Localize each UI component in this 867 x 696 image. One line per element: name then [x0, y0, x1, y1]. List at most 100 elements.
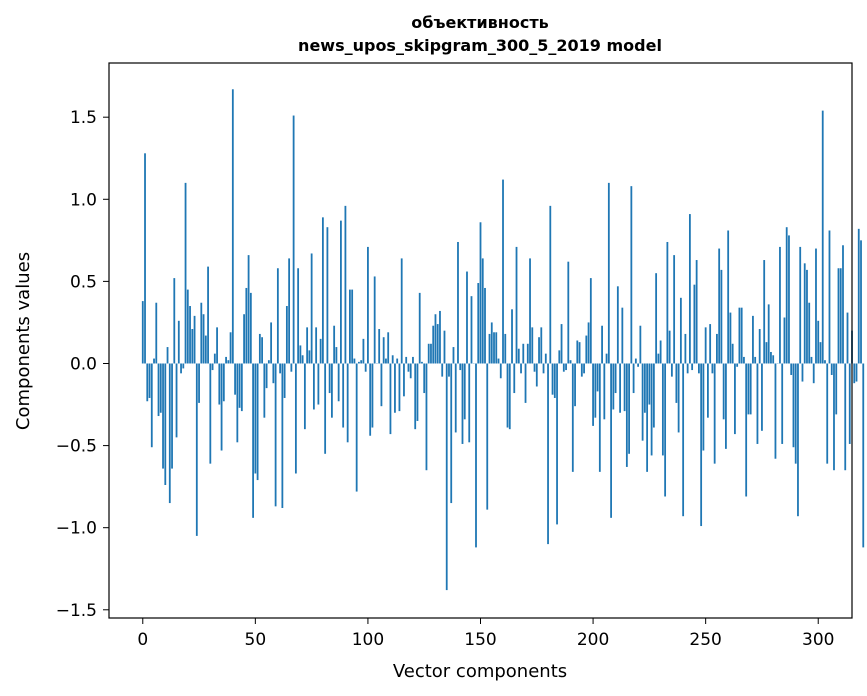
- bar: [281, 363, 284, 508]
- bar: [202, 314, 205, 364]
- bar: [711, 363, 714, 374]
- bar: [598, 363, 601, 472]
- bar: [272, 363, 275, 384]
- x-axis-ticks: 0 50 100 150 200 250 300: [137, 618, 834, 650]
- bar: [493, 332, 495, 364]
- bar: [693, 284, 696, 364]
- bar: [815, 248, 817, 364]
- bar: [756, 363, 759, 444]
- bar: [698, 363, 700, 374]
- bar: [596, 363, 599, 392]
- bar: [513, 363, 516, 394]
- bar: [691, 363, 694, 371]
- bar: [524, 363, 527, 403]
- bar: [252, 363, 254, 518]
- bar: [369, 363, 372, 436]
- bar: [526, 343, 529, 364]
- bar: [141, 301, 144, 364]
- bar: [616, 286, 619, 364]
- bar: [418, 292, 421, 364]
- bar: [423, 363, 426, 394]
- bar: [150, 363, 153, 448]
- bar: [249, 292, 252, 364]
- bar: [364, 363, 367, 372]
- bar: [603, 363, 606, 420]
- bar: [448, 363, 450, 377]
- bar: [373, 276, 376, 364]
- bar: [351, 289, 354, 364]
- bar: [562, 363, 565, 372]
- bar: [794, 363, 797, 464]
- bar: [391, 355, 394, 364]
- bar: [189, 306, 191, 364]
- x-tick-label: 0: [137, 630, 148, 650]
- bar: [267, 360, 270, 364]
- bar: [303, 363, 306, 430]
- bar: [686, 363, 689, 374]
- bar: [236, 363, 239, 443]
- bar: [198, 363, 200, 403]
- bar: [821, 110, 824, 364]
- bar: [612, 363, 615, 410]
- bar: [846, 312, 849, 364]
- bar: [153, 358, 155, 364]
- bar: [695, 260, 698, 364]
- bar: [450, 363, 453, 504]
- bar: [425, 363, 428, 471]
- bar: [668, 330, 671, 364]
- bar: [745, 363, 748, 497]
- bar: [484, 287, 486, 364]
- bar: [632, 363, 635, 394]
- bar: [227, 360, 230, 364]
- x-tick-label: 150: [464, 630, 496, 650]
- bar: [839, 268, 842, 364]
- bar: [394, 363, 396, 413]
- bar: [436, 324, 439, 364]
- bar: [587, 322, 590, 364]
- bar: [486, 363, 489, 510]
- bar: [547, 363, 549, 545]
- bar: [434, 314, 437, 364]
- bar: [218, 363, 221, 405]
- bar: [229, 332, 232, 364]
- y-tick-label: 1.0: [70, 190, 97, 210]
- bar: [621, 307, 624, 364]
- bar: [186, 289, 189, 364]
- bar: [362, 338, 365, 364]
- bar: [299, 345, 302, 364]
- bar: [371, 363, 374, 428]
- bar: [358, 361, 360, 364]
- bar: [481, 258, 484, 364]
- bar: [803, 263, 806, 364]
- bar: [412, 356, 414, 364]
- bar: [812, 363, 815, 384]
- bar: [544, 353, 547, 364]
- bar: [601, 325, 603, 364]
- bar: [387, 332, 390, 364]
- bar: [263, 363, 266, 418]
- bar: [155, 302, 158, 364]
- bar: [560, 324, 563, 364]
- bar: [688, 214, 691, 364]
- bar: [580, 363, 583, 377]
- bar: [396, 358, 399, 364]
- bar: [860, 240, 862, 364]
- bar: [173, 278, 176, 364]
- bar: [628, 363, 630, 454]
- bar: [164, 363, 167, 485]
- bar: [508, 363, 511, 430]
- bar: [270, 322, 273, 364]
- y-tick-label: −0.5: [56, 437, 97, 457]
- chart-title-line2: news_upos_skipgram_300_5_2019 model: [298, 36, 662, 55]
- bar: [623, 363, 626, 412]
- bar: [722, 363, 725, 420]
- bar: [342, 363, 345, 428]
- bar: [785, 227, 788, 364]
- bar: [407, 363, 410, 372]
- bar: [641, 363, 644, 441]
- bar: [551, 363, 554, 395]
- bar: [770, 351, 772, 364]
- bar: [443, 330, 446, 364]
- bar: [542, 363, 545, 374]
- bar: [749, 363, 752, 415]
